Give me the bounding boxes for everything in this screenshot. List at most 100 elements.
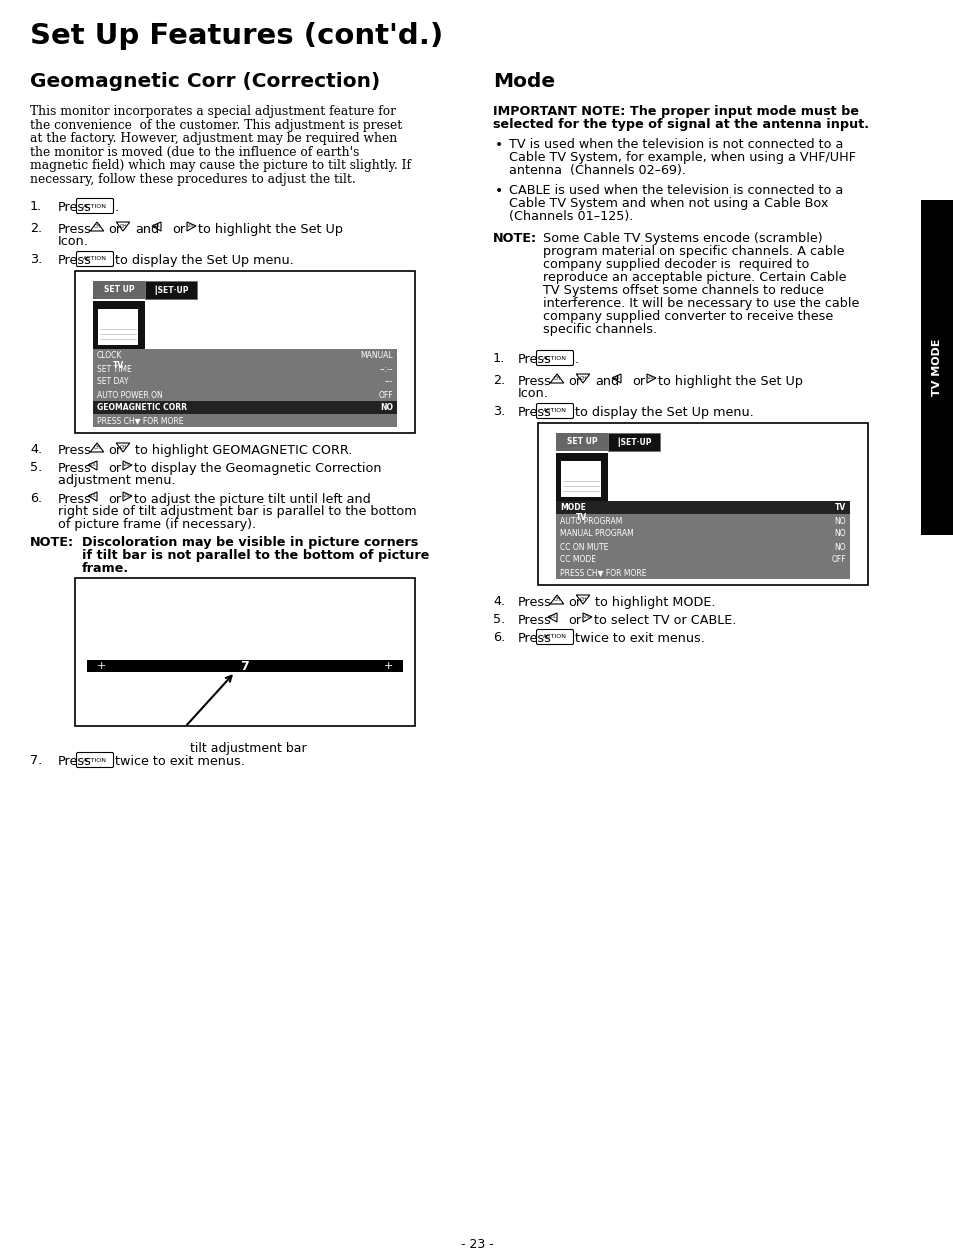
Text: VOL: VOL xyxy=(123,494,131,498)
Bar xyxy=(92,349,396,428)
Text: reproduce an acceptable picture. Certain Cable: reproduce an acceptable picture. Certain… xyxy=(542,271,845,283)
Text: - 23 -: - 23 - xyxy=(460,1238,493,1251)
Text: Press: Press xyxy=(517,406,551,419)
Text: Mode: Mode xyxy=(493,71,555,92)
Text: Press: Press xyxy=(58,223,91,236)
Text: +: + xyxy=(97,661,107,671)
Text: 2.: 2. xyxy=(493,374,504,387)
Text: magnetic field) which may cause the picture to tilt slightly. If: magnetic field) which may cause the pict… xyxy=(30,159,411,172)
Text: Icon.: Icon. xyxy=(517,387,548,400)
Text: IMPORTANT NOTE: The proper input mode must be: IMPORTANT NOTE: The proper input mode mu… xyxy=(493,105,858,118)
Text: OFF: OFF xyxy=(830,556,845,564)
Text: 7: 7 xyxy=(240,660,249,672)
Text: 1.: 1. xyxy=(493,352,505,365)
Text: or: or xyxy=(108,493,121,507)
Text: .: . xyxy=(575,352,578,366)
Text: CH: CH xyxy=(93,224,100,229)
Text: NOTE:: NOTE: xyxy=(30,535,74,549)
Text: right side of tilt adjustment bar is parallel to the bottom: right side of tilt adjustment bar is par… xyxy=(58,505,416,518)
Text: 6.: 6. xyxy=(493,631,504,645)
Text: antenna  (Channels 02–69).: antenna (Channels 02–69). xyxy=(509,164,685,177)
Text: OFF: OFF xyxy=(378,390,393,400)
FancyBboxPatch shape xyxy=(76,198,113,213)
Text: Cable TV System, for example, when using a VHF/UHF: Cable TV System, for example, when using… xyxy=(509,150,855,164)
Text: SET UP: SET UP xyxy=(566,438,597,446)
FancyBboxPatch shape xyxy=(76,252,113,267)
Text: to highlight the Set Up: to highlight the Set Up xyxy=(198,223,343,236)
FancyBboxPatch shape xyxy=(536,404,573,419)
Text: frame.: frame. xyxy=(82,562,129,576)
Text: CLOCK: CLOCK xyxy=(97,351,122,360)
Text: NO: NO xyxy=(834,529,845,538)
Text: or: or xyxy=(108,223,121,236)
Polygon shape xyxy=(88,492,97,502)
Text: ACTION: ACTION xyxy=(83,257,107,262)
Text: Set Up Features (cont'd.): Set Up Features (cont'd.) xyxy=(30,23,443,50)
Text: CH: CH xyxy=(578,597,586,602)
Text: ACTION: ACTION xyxy=(542,409,566,414)
Text: This monitor incorporates a special adjustment feature for: This monitor incorporates a special adju… xyxy=(30,105,395,118)
Text: .: . xyxy=(115,201,119,214)
Polygon shape xyxy=(550,594,563,604)
Text: CH: CH xyxy=(553,597,560,602)
Text: VOL: VOL xyxy=(646,376,655,380)
Polygon shape xyxy=(582,613,592,622)
Polygon shape xyxy=(116,443,130,451)
Text: ACTION: ACTION xyxy=(83,757,107,762)
Text: Press: Press xyxy=(58,493,91,507)
Polygon shape xyxy=(123,461,132,470)
Text: specific channels.: specific channels. xyxy=(542,324,657,336)
Text: SET DAY: SET DAY xyxy=(97,377,129,386)
Bar xyxy=(75,271,415,433)
Text: CC ON MUTE: CC ON MUTE xyxy=(559,543,608,552)
Text: company supplied converter to receive these: company supplied converter to receive th… xyxy=(542,310,832,324)
Text: 6.: 6. xyxy=(30,492,42,505)
Bar xyxy=(556,433,607,451)
Text: company supplied decoder is  required to: company supplied decoder is required to xyxy=(542,258,808,271)
Text: and: and xyxy=(595,375,618,387)
Polygon shape xyxy=(612,374,620,382)
Text: the monitor is moved (due to the influence of earth's: the monitor is moved (due to the influen… xyxy=(30,145,359,158)
FancyBboxPatch shape xyxy=(536,351,573,365)
Bar xyxy=(556,502,849,579)
Text: adjustment menu.: adjustment menu. xyxy=(58,474,175,487)
Bar xyxy=(920,199,953,535)
Text: SET UP: SET UP xyxy=(104,286,134,295)
Bar xyxy=(145,281,196,298)
Text: Press: Press xyxy=(517,352,551,366)
Text: VOL: VOL xyxy=(582,614,591,619)
Bar xyxy=(537,423,867,586)
Text: to select TV or CABLE.: to select TV or CABLE. xyxy=(594,614,736,627)
Text: ACTION: ACTION xyxy=(542,355,566,360)
Text: 4.: 4. xyxy=(30,443,42,456)
Text: to adjust the picture tilt until left and: to adjust the picture tilt until left an… xyxy=(133,493,371,507)
Text: and: and xyxy=(135,223,159,236)
Text: VOL: VOL xyxy=(187,224,195,228)
Text: •: • xyxy=(495,184,503,198)
Text: PRESS CH▼ FOR MORE: PRESS CH▼ FOR MORE xyxy=(97,416,183,425)
Text: 1.: 1. xyxy=(30,199,42,213)
Text: Geomagnetic Corr (Correction): Geomagnetic Corr (Correction) xyxy=(30,71,380,92)
Bar xyxy=(92,301,145,349)
Text: or: or xyxy=(108,444,121,456)
Text: PRESS CH▼ FOR MORE: PRESS CH▼ FOR MORE xyxy=(559,568,646,578)
Polygon shape xyxy=(88,461,97,470)
Text: Some Cable TV Systems encode (scramble): Some Cable TV Systems encode (scramble) xyxy=(542,232,821,245)
Text: +: + xyxy=(383,661,393,671)
Text: CH: CH xyxy=(578,376,586,381)
Text: ┃SET·UP: ┃SET·UP xyxy=(616,438,651,446)
Text: Cable TV System and when not using a Cable Box: Cable TV System and when not using a Cab… xyxy=(509,197,827,209)
Text: Press: Press xyxy=(58,255,91,267)
Text: Press: Press xyxy=(517,375,551,387)
Polygon shape xyxy=(646,374,656,382)
Text: 5.: 5. xyxy=(30,461,42,474)
Text: 5.: 5. xyxy=(493,613,505,626)
Text: Press: Press xyxy=(58,201,91,214)
Text: ┃SET·UP: ┃SET·UP xyxy=(153,285,189,295)
Text: Press: Press xyxy=(517,614,551,627)
Bar xyxy=(87,660,402,672)
Text: to highlight the Set Up: to highlight the Set Up xyxy=(658,375,802,387)
Text: ---: --- xyxy=(384,377,393,386)
Text: MANUAL PROGRAM: MANUAL PROGRAM xyxy=(559,529,633,538)
Text: Icon.: Icon. xyxy=(58,234,89,248)
